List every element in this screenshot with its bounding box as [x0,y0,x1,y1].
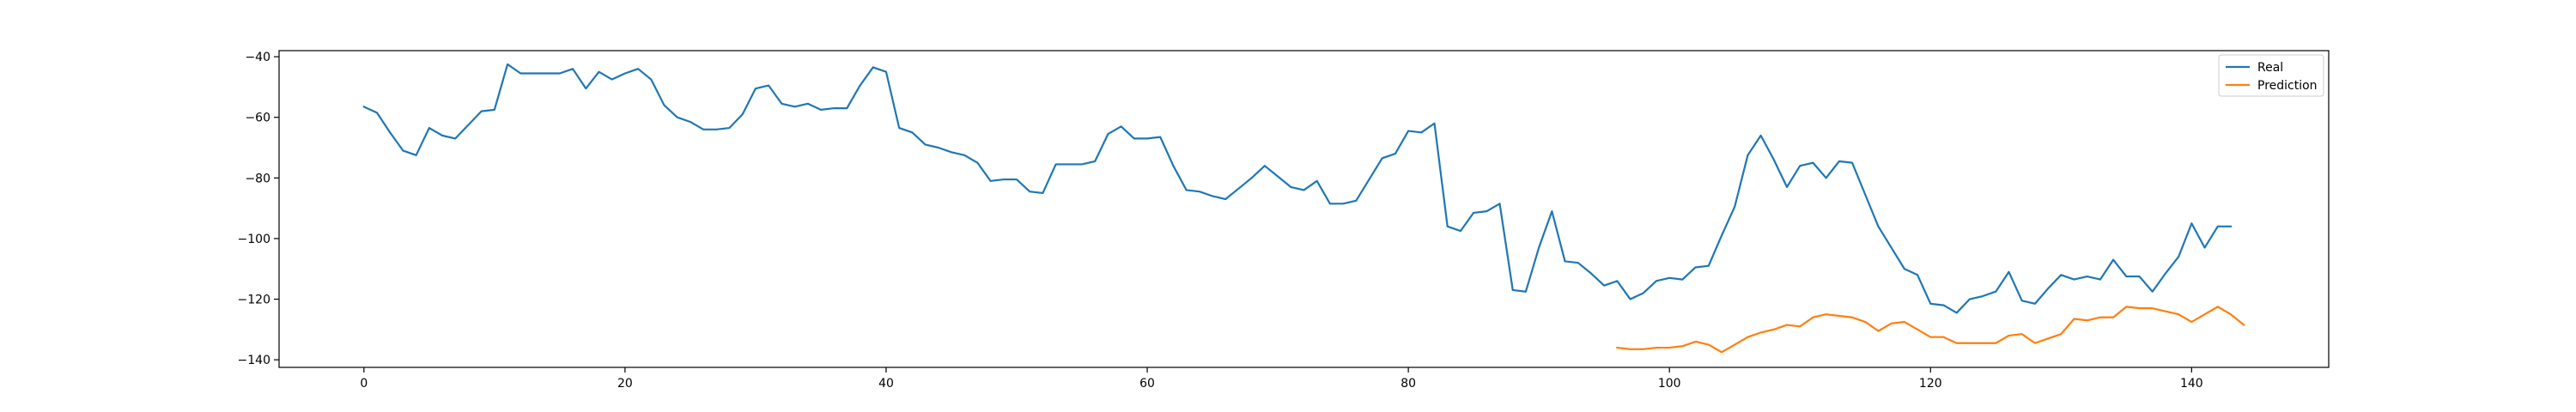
y-axis: −40 −60 −80 −100 −120 −140 [238,51,279,367]
y-tick-label: −40 [245,51,270,64]
series-line-real [362,63,2233,314]
x-axis: 0 20 40 60 80 100 120 140 [360,367,2203,391]
x-tick-label: 120 [1919,377,1942,391]
y-tick-label: −120 [238,294,270,307]
x-tick-label: 80 [1400,377,1416,391]
legend-label-real: Real [2257,61,2283,75]
x-tick-label: 0 [360,377,368,391]
y-tick-label: −140 [238,354,270,367]
x-tick-label: 140 [2180,377,2203,391]
y-tick-label: −60 [245,112,270,125]
x-tick-label: 40 [878,377,894,391]
x-tick-label: 100 [1658,377,1681,391]
x-tick-label: 60 [1139,377,1155,391]
y-tick-label: −100 [238,233,270,246]
plot-area-frame [278,50,2330,368]
series-line-prediction [1616,306,2245,354]
y-tick-label: −80 [245,172,270,185]
legend: Real Prediction [2218,54,2324,97]
series-layer [362,63,2245,354]
x-tick-label: 20 [617,377,633,391]
legend-label-prediction: Prediction [2257,79,2318,93]
